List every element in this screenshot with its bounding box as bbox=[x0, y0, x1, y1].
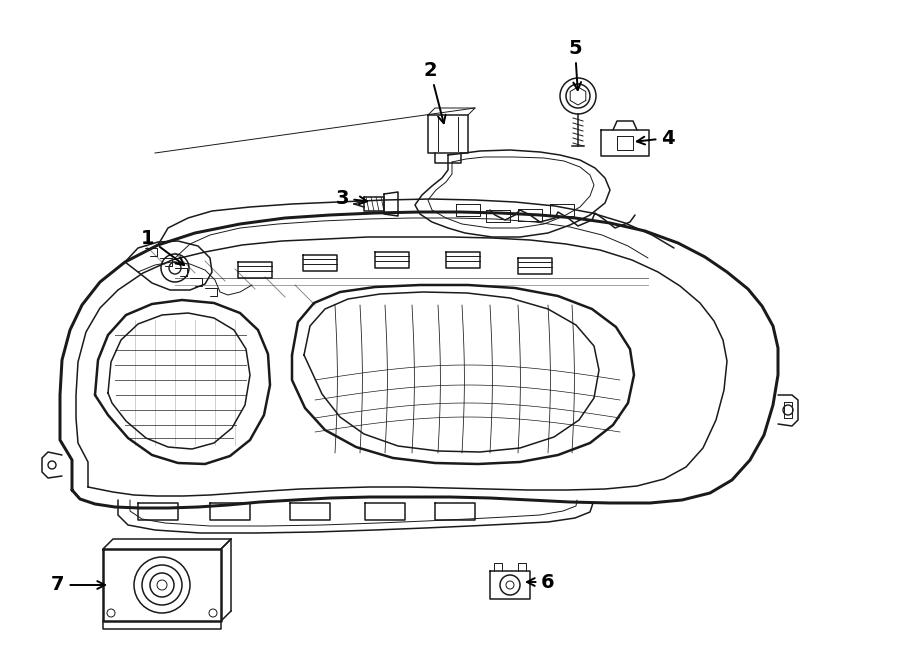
Text: 6: 6 bbox=[527, 573, 554, 592]
Text: 2: 2 bbox=[423, 60, 446, 123]
Text: 1: 1 bbox=[141, 228, 184, 265]
Text: 3: 3 bbox=[335, 189, 367, 207]
Text: 4: 4 bbox=[637, 128, 675, 148]
Text: 5: 5 bbox=[568, 38, 581, 90]
Text: 7: 7 bbox=[51, 575, 105, 594]
